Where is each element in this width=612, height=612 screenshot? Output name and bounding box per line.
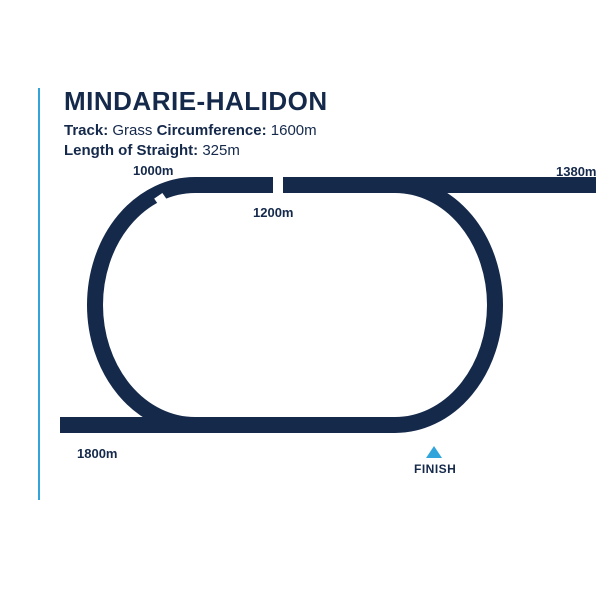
marker-1800m: 1800m	[77, 446, 117, 461]
finish-triangle-icon	[426, 446, 442, 458]
track-diagram	[0, 0, 612, 612]
marker-1380m: 1380m	[556, 164, 596, 179]
marker-1000m: 1000m	[133, 163, 173, 178]
finish-label: FINISH	[414, 462, 456, 476]
marker-1200m: 1200m	[253, 205, 293, 220]
